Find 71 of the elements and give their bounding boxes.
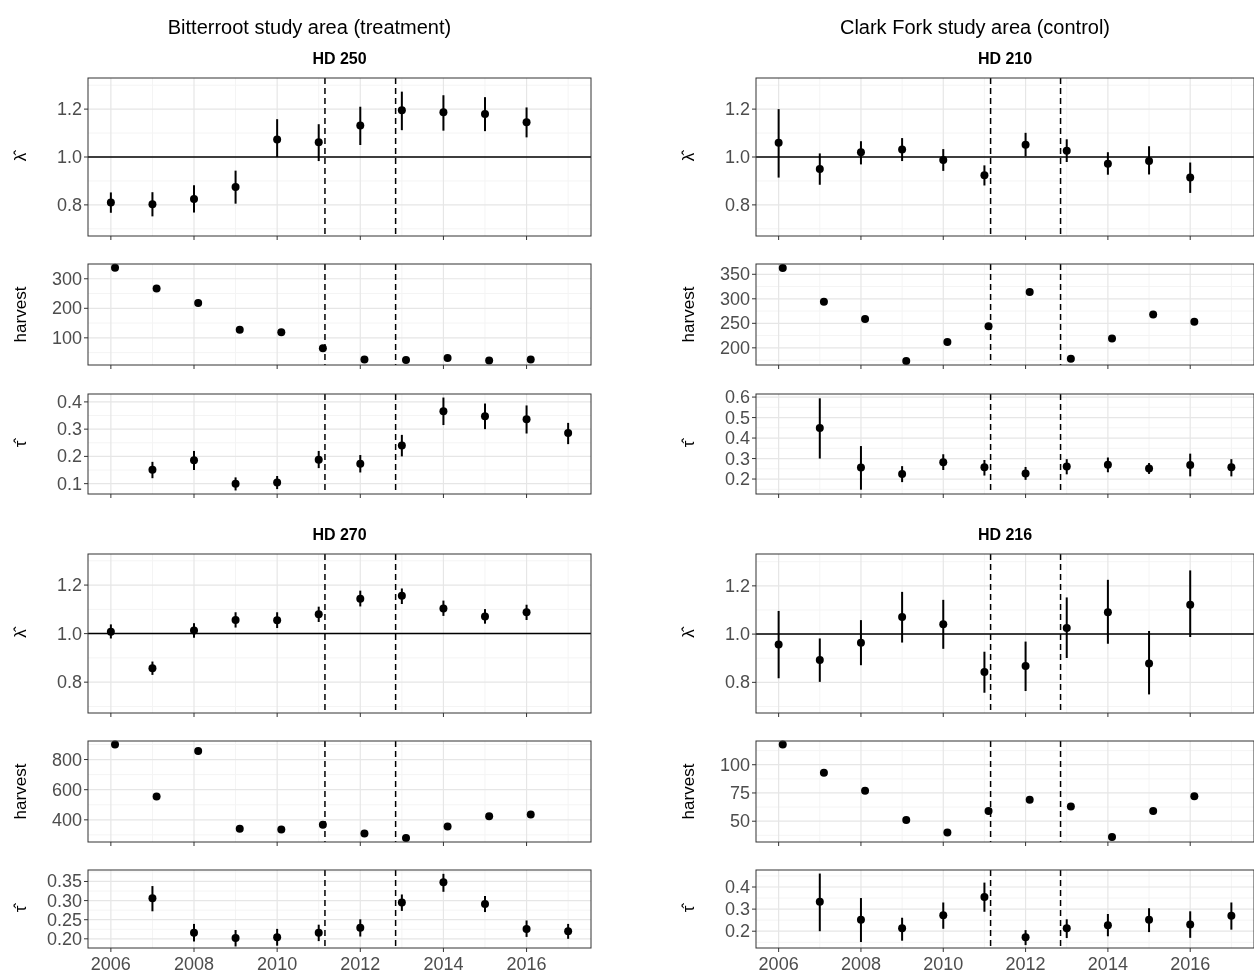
y-tick-label: 0.3: [56, 419, 82, 440]
y-tick-label: 0.1: [56, 473, 82, 494]
y-tick-label: 1.0: [724, 624, 750, 645]
y-tick-label: 1.0: [56, 623, 82, 644]
y-tick-label: 1.2: [56, 575, 82, 596]
y-tick-label: 1.2: [56, 99, 82, 120]
y-tick-label: 400: [51, 809, 82, 830]
y-tick-label: 0.8: [56, 194, 82, 215]
y-axis-title: harvest: [11, 286, 30, 343]
y-axis-title: λ̂: [11, 149, 30, 162]
y-axis-title: harvest: [11, 763, 30, 820]
y-axis-title: τ̂: [11, 437, 30, 448]
x-tick-label: 2016: [1170, 954, 1211, 972]
y-tick-label: 75: [729, 782, 750, 803]
y-axis-title: harvest: [679, 763, 698, 820]
y-tick-label: 300: [51, 268, 82, 289]
chart-title: Bitterroot study area (treatment): [167, 16, 452, 38]
y-tick-label: 0.2: [724, 921, 750, 942]
y-tick-label: 100: [719, 754, 750, 775]
x-tick-label: 2008: [173, 954, 215, 972]
y-tick-label: 300: [719, 288, 750, 309]
x-tick-label: 2014: [423, 954, 464, 972]
y-tick-label: 0.8: [724, 194, 750, 215]
y-axis-title: λ̂: [679, 626, 698, 638]
y-tick-label: 200: [719, 337, 750, 358]
y-tick-label: 1.0: [56, 147, 82, 167]
y-tick-label: 0.6: [724, 387, 750, 408]
y-tick-label: 1.2: [724, 99, 750, 120]
x-tick-label: 2006: [758, 954, 799, 972]
y-tick-label: 50: [729, 811, 750, 832]
y-tick-label: 0.2: [724, 469, 750, 490]
y-tick-label: 350: [719, 264, 750, 285]
y-tick-label: 0.2: [56, 446, 82, 467]
y-tick-label: 1.0: [724, 147, 750, 167]
y-tick-label: 1.2: [724, 575, 750, 596]
y-tick-label: 0.4: [724, 428, 750, 449]
y-tick-label: 600: [51, 779, 82, 800]
y-tick-label: 0.8: [724, 672, 750, 693]
chart-subtitle: HD 250: [312, 50, 367, 67]
y-tick-label: 0.20: [46, 928, 82, 949]
y-axis-title: τ̂: [679, 902, 698, 913]
y-tick-label: 100: [51, 327, 82, 348]
x-tick-label: 2016: [506, 954, 547, 972]
y-axis-title: τ̂: [11, 902, 30, 913]
chart-title: HD 270: [312, 526, 367, 543]
y-tick-label: 0.25: [46, 909, 82, 930]
x-tick-label: 2008: [840, 954, 881, 972]
x-tick-label: 2010: [923, 954, 964, 972]
y-axis-title: harvest: [679, 286, 698, 343]
y-tick-label: 0.3: [724, 899, 750, 920]
y-tick-label: 200: [51, 298, 82, 319]
y-axis-title: τ̂: [679, 437, 698, 448]
x-tick-label: 2012: [340, 954, 381, 972]
y-tick-label: 0.4: [56, 391, 82, 412]
y-tick-label: 0.30: [46, 890, 82, 911]
chart-title: HD 216: [977, 526, 1033, 543]
x-tick-label: 2014: [1087, 954, 1128, 972]
y-tick-label: 0.4: [724, 877, 750, 898]
y-tick-label: 0.35: [46, 871, 82, 892]
chart-subtitle: HD 210: [977, 50, 1033, 67]
y-axis-title: λ̂: [679, 149, 698, 162]
y-tick-label: 0.3: [724, 448, 750, 469]
y-tick-label: 250: [719, 313, 750, 334]
y-tick-label: 800: [51, 749, 82, 770]
y-tick-label: 0.5: [724, 407, 750, 428]
x-tick-label: 2012: [1005, 954, 1046, 972]
chart-title: Clark Fork study area (control): [839, 16, 1111, 38]
x-tick-label: 2010: [257, 954, 298, 972]
y-axis-title: λ̂: [11, 626, 30, 638]
x-tick-label: 2006: [90, 954, 131, 972]
y-tick-label: 0.8: [56, 672, 82, 693]
